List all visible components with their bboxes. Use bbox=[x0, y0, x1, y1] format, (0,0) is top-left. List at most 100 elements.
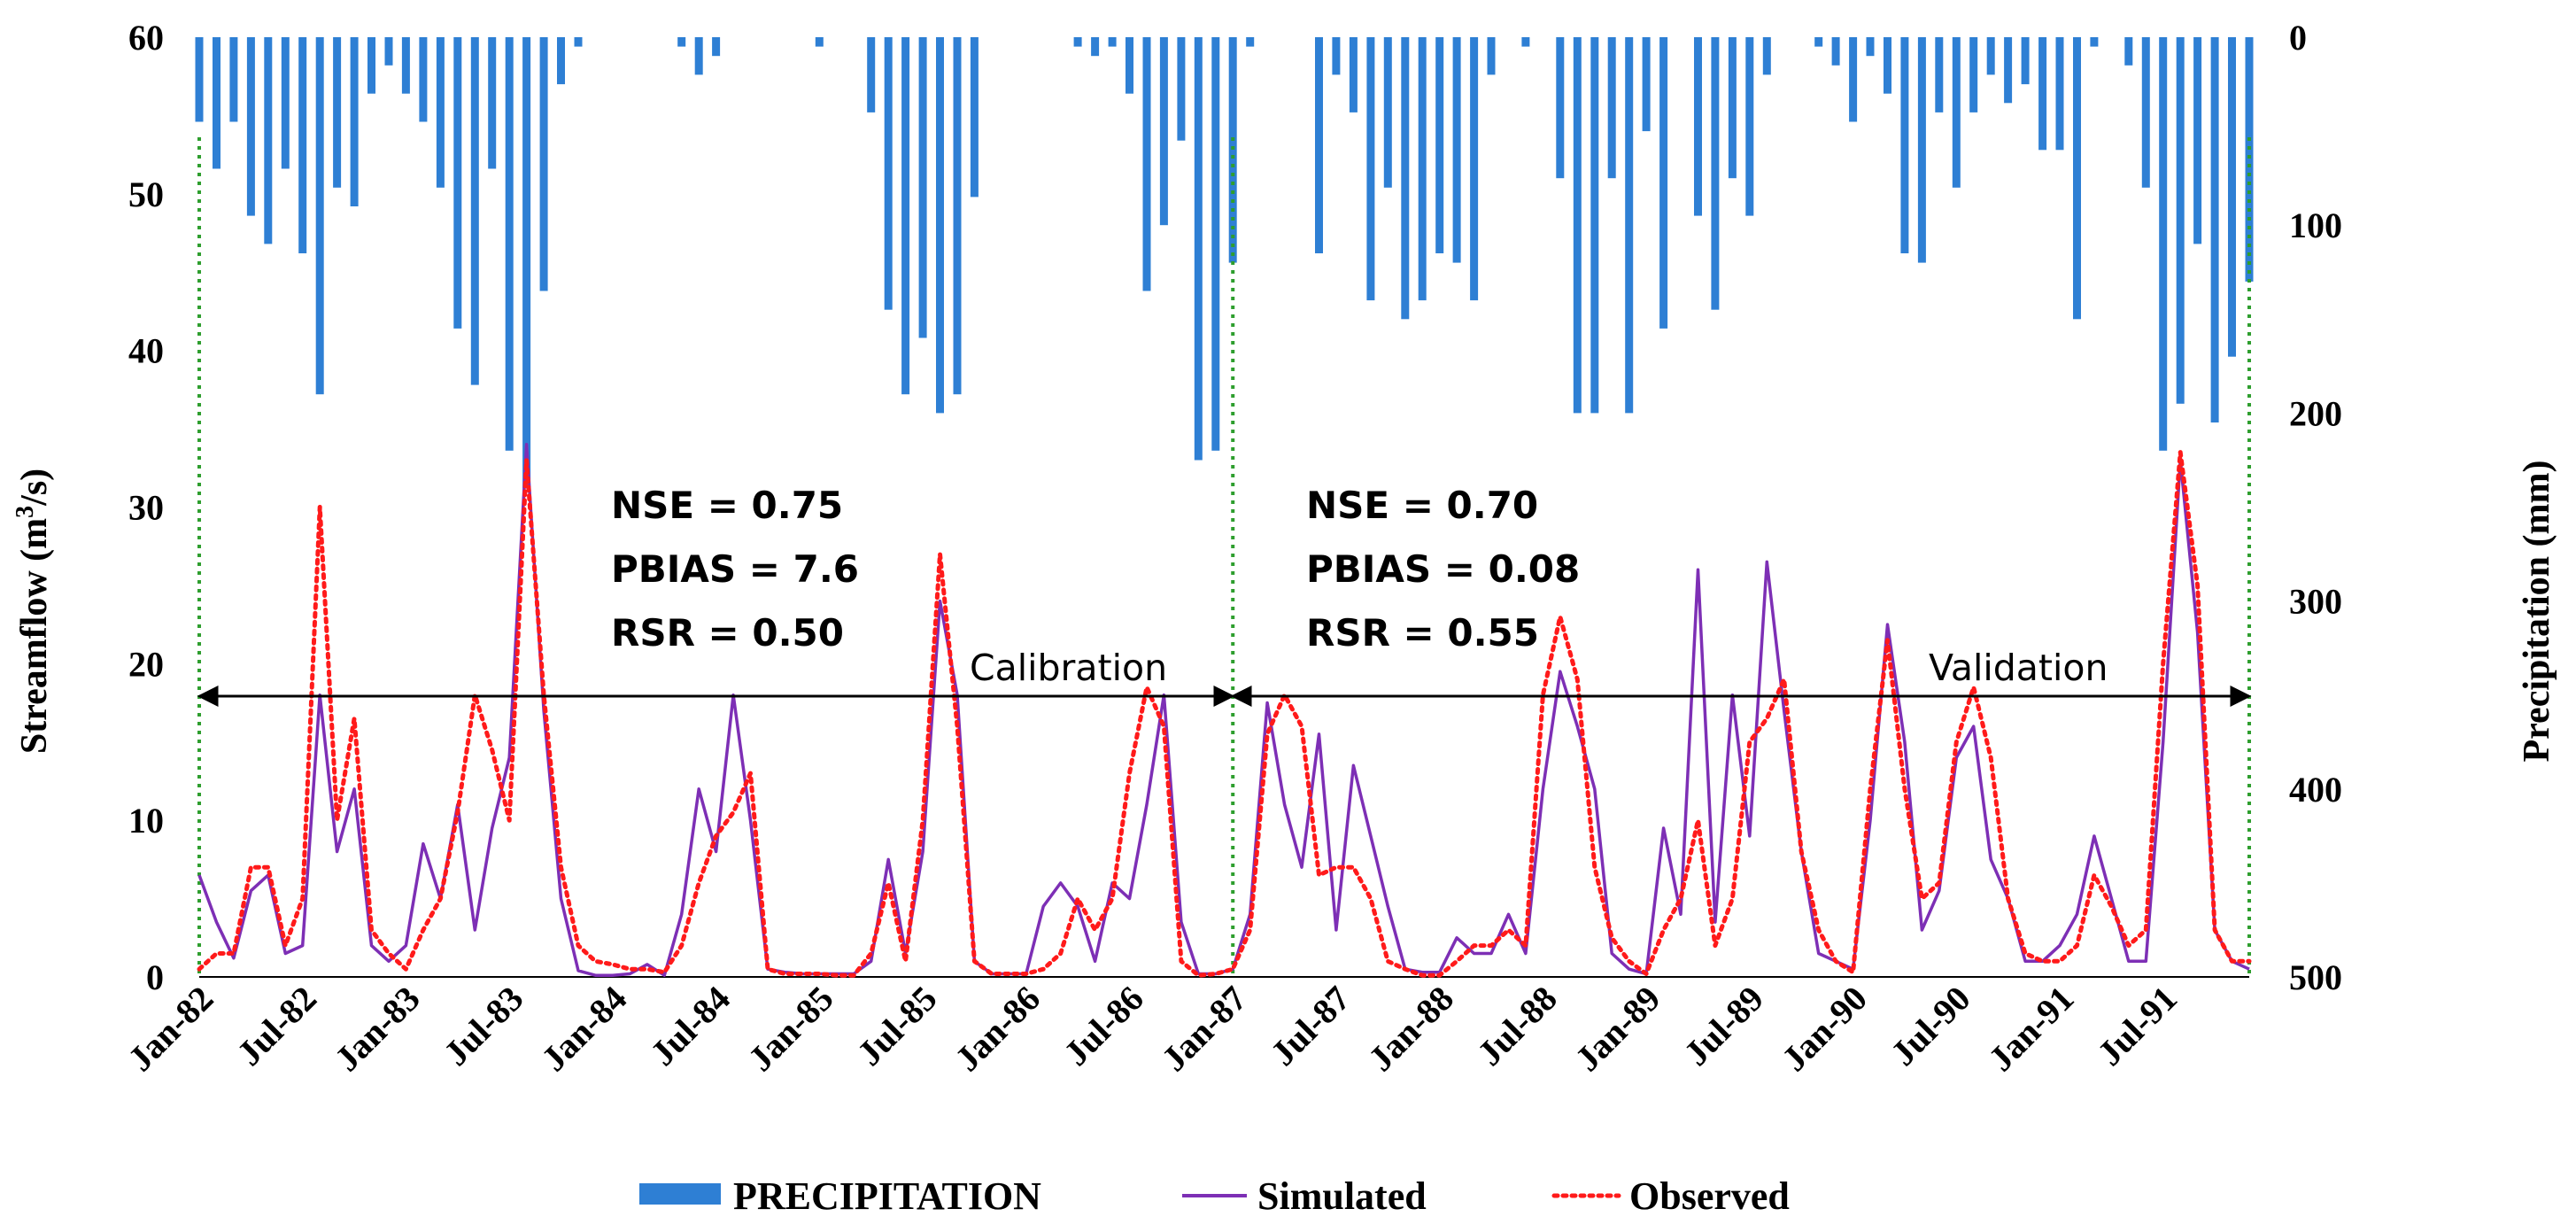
precipitation-bar bbox=[488, 37, 497, 169]
precipitation-bar bbox=[2176, 37, 2185, 404]
precipitation-bar bbox=[315, 37, 324, 395]
precipitation-bar bbox=[2193, 37, 2202, 244]
precipitation-bar bbox=[2073, 37, 2081, 320]
precipitation-bar bbox=[1952, 37, 1961, 188]
precipitation-bar bbox=[2141, 37, 2150, 188]
x-axis-tick-label: Jul-83 bbox=[436, 979, 530, 1073]
precipitation-bar bbox=[1177, 37, 1186, 141]
precipitation-bar bbox=[867, 37, 876, 112]
precipitation-bar bbox=[470, 37, 479, 385]
precipitation-bar bbox=[901, 37, 910, 395]
precipitation-bar bbox=[1452, 37, 1461, 263]
validation-rsr: RSR = 0.55 bbox=[1306, 611, 1539, 655]
x-axis-tick-label: Jan-83 bbox=[327, 979, 428, 1080]
precipitation-bar bbox=[367, 37, 375, 94]
precipitation-bar bbox=[1969, 37, 1978, 112]
precipitation-bars bbox=[195, 37, 2254, 489]
precipitation-bar bbox=[1349, 37, 1358, 112]
x-axis-tick-label: Jul-90 bbox=[1883, 979, 1977, 1073]
precipitation-bar bbox=[1849, 37, 1858, 122]
precipitation-bar bbox=[246, 37, 255, 216]
precipitation-bar bbox=[1762, 37, 1771, 75]
precipitation-bar bbox=[953, 37, 962, 395]
precipitation-bar bbox=[677, 37, 686, 47]
validation-pbias: PBIAS = 0.08 bbox=[1306, 547, 1580, 591]
left-axis-tick-label: 40 bbox=[128, 331, 164, 371]
precipitation-bar bbox=[1159, 37, 1168, 226]
precipitation-bar bbox=[1625, 37, 1634, 414]
calibration-rsr: RSR = 0.50 bbox=[611, 611, 844, 655]
precipitation-bar bbox=[1435, 37, 1444, 253]
precipitation-bar bbox=[1383, 37, 1392, 188]
precipitation-bar bbox=[936, 37, 944, 414]
precipitation-bar bbox=[350, 37, 359, 206]
precipitation-bar bbox=[970, 37, 979, 198]
x-axis-ticks: Jan-82 Jul-82 Jan-83 Jul-83 Jan-84 Jul-84 Jan-… bbox=[120, 979, 2185, 1080]
x-axis-tick-label: Jan-85 bbox=[740, 979, 841, 1080]
precipitation-bar bbox=[1108, 37, 1117, 47]
x-axis-tick-label: Jul-89 bbox=[1676, 979, 1771, 1073]
precipitation-bar bbox=[1986, 37, 1995, 75]
right-axis-ticks: 0 100 200 300 400 500 bbox=[2289, 18, 2342, 997]
right-axis-tick-label: 200 bbox=[2289, 393, 2342, 433]
precipitation-bar bbox=[1866, 37, 1875, 57]
precipitation-bar bbox=[2090, 37, 2099, 47]
precipitation-bar bbox=[694, 37, 703, 75]
precipitation-bar bbox=[1211, 37, 1220, 451]
calibration-label: Calibration bbox=[970, 647, 1167, 689]
precipitation-bar bbox=[815, 37, 824, 47]
left-axis-tick-label: 30 bbox=[128, 488, 164, 528]
precipitation-bar bbox=[2124, 37, 2133, 66]
precipitation-bar bbox=[298, 37, 307, 253]
calibration-nse: NSE = 0.75 bbox=[611, 484, 843, 527]
precipitation-bar bbox=[2210, 37, 2219, 422]
precipitation-bar bbox=[522, 37, 531, 489]
x-axis-tick-label: Jul-87 bbox=[1263, 979, 1358, 1073]
precipitation-bar bbox=[264, 37, 273, 244]
right-axis-tick-label: 400 bbox=[2289, 770, 2342, 810]
x-axis-tick-label: Jan-82 bbox=[120, 979, 221, 1080]
precipitation-bar bbox=[213, 37, 220, 169]
precipitation-bar bbox=[333, 37, 342, 188]
left-axis-title-b: /s) bbox=[14, 469, 55, 507]
precipitation-bar bbox=[1900, 37, 1909, 253]
precipitation-bar bbox=[2228, 37, 2236, 357]
precipitation-bar bbox=[1884, 37, 1891, 94]
x-axis-tick-label: Jul-84 bbox=[643, 979, 738, 1073]
right-axis-title: Precipitation (mm) bbox=[2517, 461, 2557, 763]
precipitation-bar bbox=[1228, 37, 1237, 263]
precipitation-bar bbox=[884, 37, 893, 310]
validation-label: Validation bbox=[1929, 647, 2108, 689]
precipitation-bar bbox=[1091, 37, 1100, 57]
x-axis-tick-label: Jul-82 bbox=[229, 979, 324, 1073]
precipitation-bar bbox=[1711, 37, 1720, 310]
left-axis-tick-label: 50 bbox=[128, 174, 164, 214]
x-axis-tick-label: Jan-89 bbox=[1567, 979, 1668, 1080]
x-axis-tick-label: Jan-91 bbox=[1981, 979, 2082, 1080]
precipitation-bar bbox=[1142, 37, 1151, 291]
precipitation-bar bbox=[574, 37, 583, 47]
precipitation-bar bbox=[1487, 37, 1496, 75]
precipitation-bar bbox=[1590, 37, 1599, 414]
left-axis-tick-label: 0 bbox=[146, 957, 164, 997]
left-axis-title-sup: 3 bbox=[12, 506, 39, 518]
x-axis-tick-label: Jan-84 bbox=[534, 979, 635, 1080]
precipitation-bar bbox=[401, 37, 410, 94]
precipitation-bar bbox=[2055, 37, 2064, 151]
precipitation-bar bbox=[1607, 37, 1616, 179]
precipitation-bar bbox=[1659, 37, 1668, 329]
left-axis-title-a: Streamflow (m bbox=[14, 518, 55, 754]
precipitation-bar bbox=[436, 37, 445, 188]
precipitation-bar bbox=[229, 37, 238, 122]
legend-precipitation-swatch bbox=[639, 1183, 721, 1205]
precipitation-bar bbox=[1246, 37, 1255, 47]
precipitation-bar bbox=[384, 37, 393, 66]
precipitation-bar bbox=[2038, 37, 2047, 151]
left-axis-tick-label: 20 bbox=[128, 644, 164, 684]
legend: PRECIPITATION Simulated Observed bbox=[639, 1174, 1790, 1218]
precipitation-bar bbox=[1694, 37, 1702, 216]
right-axis-tick-label: 0 bbox=[2289, 18, 2307, 58]
legend-observed-label: Observed bbox=[1629, 1174, 1790, 1218]
precipitation-bar bbox=[195, 37, 204, 122]
